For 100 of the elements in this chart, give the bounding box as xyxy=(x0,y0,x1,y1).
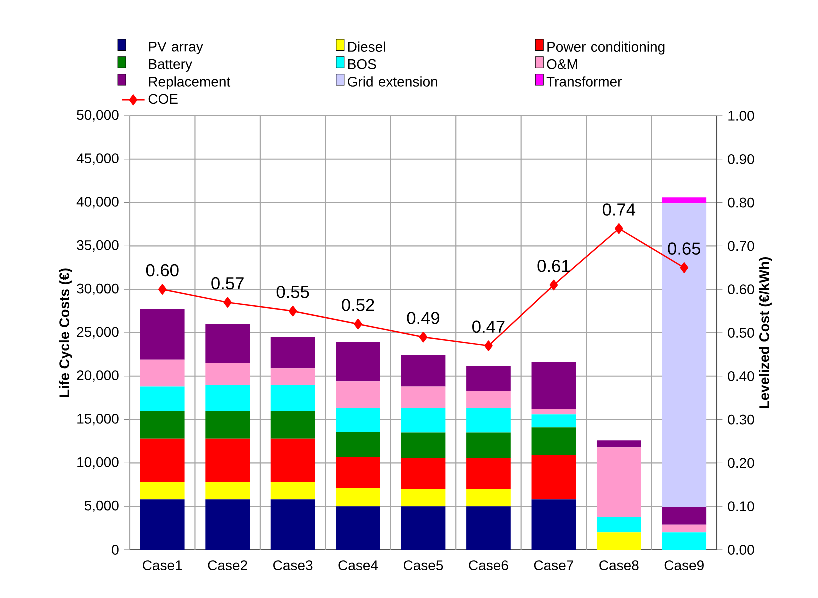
bar xyxy=(140,386,185,412)
bar xyxy=(270,385,316,412)
bar xyxy=(466,432,511,458)
bar xyxy=(336,506,380,550)
bar xyxy=(206,500,250,550)
bar xyxy=(206,438,250,482)
bar xyxy=(270,411,316,439)
bar xyxy=(206,482,250,500)
bar xyxy=(336,342,380,382)
bar xyxy=(662,198,707,204)
x-tick-label: Case4 xyxy=(338,560,378,571)
y2-tick-label: 0.70 xyxy=(728,241,754,252)
data-label: 0.61 xyxy=(538,260,570,272)
point xyxy=(224,297,232,308)
x-tick-label: Case6 xyxy=(469,560,508,571)
bar xyxy=(662,204,707,508)
data-label: 0.52 xyxy=(342,299,374,312)
point xyxy=(550,280,558,291)
x-tick-label: Case7 xyxy=(534,560,574,571)
bar xyxy=(662,524,707,533)
bar xyxy=(140,310,185,360)
y2-tick-label: 1.00 xyxy=(728,111,754,121)
bar xyxy=(401,386,446,409)
y2-tick-label: 0.90 xyxy=(728,154,754,164)
y2-tick-label: 0.40 xyxy=(728,371,754,382)
y-tick-label: 30,000 xyxy=(77,284,119,296)
data-label: 0.74 xyxy=(602,204,636,216)
legend-label: O&M xyxy=(547,59,578,70)
bar xyxy=(401,458,446,490)
bar xyxy=(270,438,316,482)
bar xyxy=(466,458,511,490)
y-tick-label: 40,000 xyxy=(76,197,119,209)
point xyxy=(615,223,624,234)
bar xyxy=(140,411,185,439)
bar xyxy=(466,408,511,433)
bar xyxy=(532,409,576,415)
bar xyxy=(140,500,185,550)
legend-label: Replacement xyxy=(149,76,231,90)
bar xyxy=(206,324,250,364)
bar xyxy=(270,500,316,550)
bar xyxy=(270,337,316,369)
legend-label: Power conditioning xyxy=(548,42,665,55)
bar xyxy=(466,366,511,392)
y2-tick-label: 0.10 xyxy=(728,502,754,512)
bar xyxy=(336,488,380,507)
y2-axis-title: Levelized Cost (€/kWh) xyxy=(759,257,772,408)
y-tick-label: 50,000 xyxy=(77,110,119,122)
bar xyxy=(596,448,642,517)
legend-label: BOS xyxy=(348,59,376,70)
bar xyxy=(140,438,185,482)
point xyxy=(158,284,167,295)
bar xyxy=(596,440,642,448)
point xyxy=(680,262,689,274)
data-label: 0.55 xyxy=(276,286,310,298)
y2-tick-label: 0.20 xyxy=(728,458,754,468)
y-tick-label: 25,000 xyxy=(77,327,119,339)
point xyxy=(354,318,362,330)
bar xyxy=(532,428,576,456)
point xyxy=(484,340,493,352)
data-label: 0.60 xyxy=(146,264,179,277)
bar xyxy=(532,362,576,410)
data-label: 0.65 xyxy=(668,242,701,255)
bar xyxy=(401,356,446,387)
legend-label: Grid extension xyxy=(348,76,438,87)
legend-label: Transformer xyxy=(546,76,622,87)
bar xyxy=(206,411,250,439)
legend-label: Diesel xyxy=(348,42,386,52)
y-tick-label: 5,000 xyxy=(84,500,119,512)
y2-tick-label: 0.80 xyxy=(728,198,754,208)
bar xyxy=(401,506,446,550)
y2-tick-label: 0.30 xyxy=(728,414,754,425)
bar xyxy=(596,517,642,533)
bar xyxy=(662,507,707,525)
bar xyxy=(336,457,380,488)
bar xyxy=(662,532,707,550)
bar xyxy=(206,363,250,386)
y2-tick-label: 0.60 xyxy=(728,284,754,295)
bar xyxy=(336,408,380,432)
x-tick-label: Case5 xyxy=(404,560,444,571)
x-tick-label: Case3 xyxy=(274,560,313,571)
bar xyxy=(140,360,185,387)
x-tick-label: Case1 xyxy=(143,560,182,571)
x-tick-label: Case2 xyxy=(208,560,248,571)
y2-tick-label: 0.00 xyxy=(728,545,754,555)
bar xyxy=(140,482,185,500)
data-label: 0.57 xyxy=(212,277,244,290)
y-tick-label: 20,000 xyxy=(77,370,119,382)
bar xyxy=(596,532,642,550)
legend-label: Battery xyxy=(149,59,192,72)
bar xyxy=(532,500,576,550)
bar xyxy=(401,408,446,433)
bar xyxy=(270,482,316,500)
y-tick-label: 35,000 xyxy=(77,240,119,252)
bar xyxy=(336,432,380,458)
x-tick-label: Case9 xyxy=(664,560,704,571)
bar xyxy=(336,382,380,409)
y-tick-label: 45,000 xyxy=(76,154,119,166)
bar xyxy=(206,385,250,412)
bar xyxy=(532,414,576,428)
bar xyxy=(401,432,446,458)
